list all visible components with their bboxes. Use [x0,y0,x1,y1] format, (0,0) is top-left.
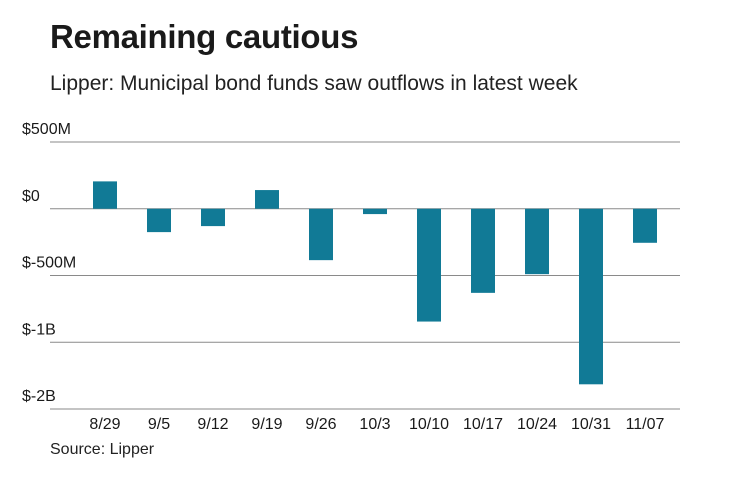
bar [579,208,603,385]
x-tick-label: 9/19 [251,416,282,433]
x-tick-label: 9/26 [305,416,336,433]
y-tick-label: $-2B [22,388,56,405]
y-tick-label: $0 [22,188,40,205]
x-tick-label: 10/24 [517,416,557,433]
bar [417,208,441,322]
x-tick-label: 9/12 [197,416,228,433]
x-tick-label: 8/29 [89,416,120,433]
bar [255,190,279,209]
x-tick-label: 10/17 [463,416,503,433]
bar [147,208,171,233]
chart-title: Remaining cautious [50,18,359,55]
x-tick-label: 9/5 [148,416,170,433]
bar [309,208,333,261]
y-tick-label: $-1B [22,321,56,338]
bar [201,208,225,227]
y-tick-label: $500M [22,121,71,138]
bar [633,208,657,243]
x-tick-label: 11/07 [626,416,665,433]
x-tick-label: 10/10 [409,416,449,433]
bar [363,208,387,215]
chart-subtitle: Lipper: Municipal bond funds saw outflow… [50,72,578,95]
bar [93,181,117,209]
bar [471,208,495,293]
source-note: Source: Lipper [50,441,155,458]
x-tick-label: 10/3 [359,416,390,433]
x-tick-label: 10/31 [571,416,611,433]
y-tick-label: $-500M [22,255,76,272]
bar [525,208,549,275]
